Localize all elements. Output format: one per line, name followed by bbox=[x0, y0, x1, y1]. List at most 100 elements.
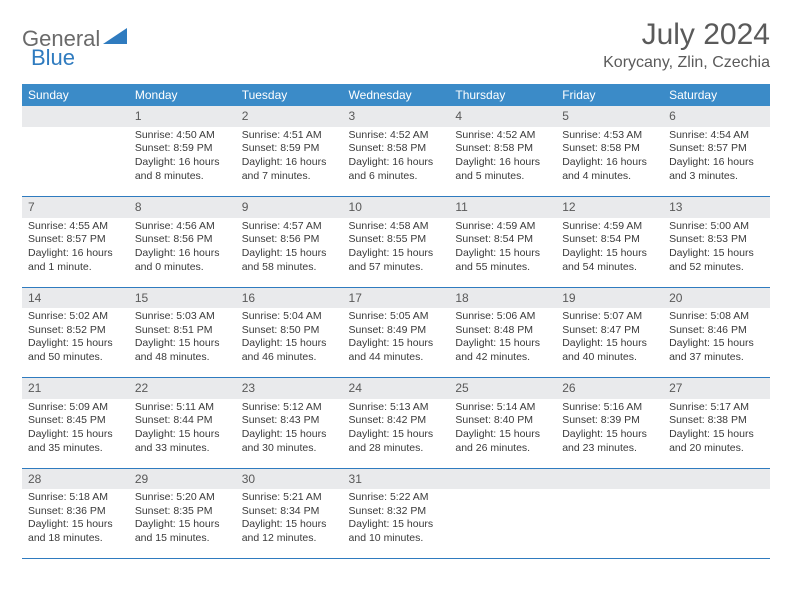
day-number: 11 bbox=[449, 197, 556, 218]
day-number: 3 bbox=[343, 106, 450, 127]
day-info: Sunrise: 4:56 AMSunset: 8:56 PMDaylight:… bbox=[129, 218, 236, 279]
day-header: Friday bbox=[556, 84, 663, 106]
day-info: Sunrise: 5:08 AMSunset: 8:46 PMDaylight:… bbox=[663, 308, 770, 369]
day-cell: 3Sunrise: 4:52 AMSunset: 8:58 PMDaylight… bbox=[343, 106, 450, 196]
calendar-week-row: 7Sunrise: 4:55 AMSunset: 8:57 PMDaylight… bbox=[22, 197, 770, 287]
day-number: 5 bbox=[556, 106, 663, 127]
day-number: 25 bbox=[449, 378, 556, 399]
empty-cell bbox=[556, 468, 663, 558]
day-number: 18 bbox=[449, 288, 556, 309]
day-info: Sunrise: 5:06 AMSunset: 8:48 PMDaylight:… bbox=[449, 308, 556, 369]
day-cell: 30Sunrise: 5:21 AMSunset: 8:34 PMDayligh… bbox=[236, 468, 343, 558]
day-cell: 28Sunrise: 5:18 AMSunset: 8:36 PMDayligh… bbox=[22, 468, 129, 558]
day-info: Sunrise: 4:59 AMSunset: 8:54 PMDaylight:… bbox=[449, 218, 556, 279]
day-header: Sunday bbox=[22, 84, 129, 106]
day-cell: 1Sunrise: 4:50 AMSunset: 8:59 PMDaylight… bbox=[129, 106, 236, 196]
day-number: 22 bbox=[129, 378, 236, 399]
empty-cell bbox=[22, 106, 129, 196]
day-cell: 23Sunrise: 5:12 AMSunset: 8:43 PMDayligh… bbox=[236, 378, 343, 468]
day-info: Sunrise: 5:18 AMSunset: 8:36 PMDaylight:… bbox=[22, 489, 129, 550]
title-block: July 2024 Korycany, Zlin, Czechia bbox=[603, 18, 770, 72]
day-info: Sunrise: 5:17 AMSunset: 8:38 PMDaylight:… bbox=[663, 399, 770, 460]
day-info: Sunrise: 4:55 AMSunset: 8:57 PMDaylight:… bbox=[22, 218, 129, 279]
day-info: Sunrise: 5:21 AMSunset: 8:34 PMDaylight:… bbox=[236, 489, 343, 550]
day-number: 20 bbox=[663, 288, 770, 309]
day-info: Sunrise: 5:14 AMSunset: 8:40 PMDaylight:… bbox=[449, 399, 556, 460]
day-header: Wednesday bbox=[343, 84, 450, 106]
day-info: Sunrise: 5:22 AMSunset: 8:32 PMDaylight:… bbox=[343, 489, 450, 550]
day-cell: 29Sunrise: 5:20 AMSunset: 8:35 PMDayligh… bbox=[129, 468, 236, 558]
day-cell: 19Sunrise: 5:07 AMSunset: 8:47 PMDayligh… bbox=[556, 287, 663, 377]
month-title: July 2024 bbox=[603, 18, 770, 52]
day-number: 31 bbox=[343, 469, 450, 490]
day-cell: 13Sunrise: 5:00 AMSunset: 8:53 PMDayligh… bbox=[663, 197, 770, 287]
day-number: 30 bbox=[236, 469, 343, 490]
calendar-week-row: 28Sunrise: 5:18 AMSunset: 8:36 PMDayligh… bbox=[22, 468, 770, 558]
calendar-body: 1Sunrise: 4:50 AMSunset: 8:59 PMDaylight… bbox=[22, 106, 770, 559]
day-number: 7 bbox=[22, 197, 129, 218]
calendar-table: SundayMondayTuesdayWednesdayThursdayFrid… bbox=[22, 84, 770, 559]
empty-day-number bbox=[449, 469, 556, 490]
day-info: Sunrise: 4:53 AMSunset: 8:58 PMDaylight:… bbox=[556, 127, 663, 188]
logo-text-blue: Blue bbox=[31, 45, 75, 71]
empty-cell bbox=[449, 468, 556, 558]
day-number: 8 bbox=[129, 197, 236, 218]
day-header: Tuesday bbox=[236, 84, 343, 106]
day-number: 12 bbox=[556, 197, 663, 218]
day-number: 27 bbox=[663, 378, 770, 399]
day-header: Saturday bbox=[663, 84, 770, 106]
empty-day-number bbox=[556, 469, 663, 490]
day-info: Sunrise: 5:02 AMSunset: 8:52 PMDaylight:… bbox=[22, 308, 129, 369]
day-cell: 12Sunrise: 4:59 AMSunset: 8:54 PMDayligh… bbox=[556, 197, 663, 287]
week-divider bbox=[22, 558, 770, 559]
day-cell: 26Sunrise: 5:16 AMSunset: 8:39 PMDayligh… bbox=[556, 378, 663, 468]
day-cell: 9Sunrise: 4:57 AMSunset: 8:56 PMDaylight… bbox=[236, 197, 343, 287]
day-info: Sunrise: 4:50 AMSunset: 8:59 PMDaylight:… bbox=[129, 127, 236, 188]
empty-day-number bbox=[663, 469, 770, 490]
day-info: Sunrise: 4:52 AMSunset: 8:58 PMDaylight:… bbox=[343, 127, 450, 188]
day-number: 2 bbox=[236, 106, 343, 127]
day-info: Sunrise: 5:07 AMSunset: 8:47 PMDaylight:… bbox=[556, 308, 663, 369]
day-cell: 21Sunrise: 5:09 AMSunset: 8:45 PMDayligh… bbox=[22, 378, 129, 468]
calendar-header-row: SundayMondayTuesdayWednesdayThursdayFrid… bbox=[22, 84, 770, 106]
day-number: 9 bbox=[236, 197, 343, 218]
day-cell: 22Sunrise: 5:11 AMSunset: 8:44 PMDayligh… bbox=[129, 378, 236, 468]
day-info: Sunrise: 5:13 AMSunset: 8:42 PMDaylight:… bbox=[343, 399, 450, 460]
day-info: Sunrise: 5:05 AMSunset: 8:49 PMDaylight:… bbox=[343, 308, 450, 369]
day-cell: 6Sunrise: 4:54 AMSunset: 8:57 PMDaylight… bbox=[663, 106, 770, 196]
day-header: Monday bbox=[129, 84, 236, 106]
day-number: 4 bbox=[449, 106, 556, 127]
day-info: Sunrise: 4:54 AMSunset: 8:57 PMDaylight:… bbox=[663, 127, 770, 188]
day-cell: 11Sunrise: 4:59 AMSunset: 8:54 PMDayligh… bbox=[449, 197, 556, 287]
day-info: Sunrise: 5:09 AMSunset: 8:45 PMDaylight:… bbox=[22, 399, 129, 460]
day-cell: 7Sunrise: 4:55 AMSunset: 8:57 PMDaylight… bbox=[22, 197, 129, 287]
day-info: Sunrise: 5:00 AMSunset: 8:53 PMDaylight:… bbox=[663, 218, 770, 279]
day-info: Sunrise: 5:16 AMSunset: 8:39 PMDaylight:… bbox=[556, 399, 663, 460]
logo-triangle-icon bbox=[103, 26, 127, 49]
day-cell: 10Sunrise: 4:58 AMSunset: 8:55 PMDayligh… bbox=[343, 197, 450, 287]
day-cell: 15Sunrise: 5:03 AMSunset: 8:51 PMDayligh… bbox=[129, 287, 236, 377]
day-info: Sunrise: 4:59 AMSunset: 8:54 PMDaylight:… bbox=[556, 218, 663, 279]
day-cell: 27Sunrise: 5:17 AMSunset: 8:38 PMDayligh… bbox=[663, 378, 770, 468]
day-cell: 18Sunrise: 5:06 AMSunset: 8:48 PMDayligh… bbox=[449, 287, 556, 377]
day-cell: 8Sunrise: 4:56 AMSunset: 8:56 PMDaylight… bbox=[129, 197, 236, 287]
day-number: 24 bbox=[343, 378, 450, 399]
day-info: Sunrise: 4:51 AMSunset: 8:59 PMDaylight:… bbox=[236, 127, 343, 188]
day-cell: 16Sunrise: 5:04 AMSunset: 8:50 PMDayligh… bbox=[236, 287, 343, 377]
day-number: 28 bbox=[22, 469, 129, 490]
day-info: Sunrise: 5:12 AMSunset: 8:43 PMDaylight:… bbox=[236, 399, 343, 460]
header: General July 2024 Korycany, Zlin, Czechi… bbox=[22, 18, 770, 72]
day-number: 15 bbox=[129, 288, 236, 309]
day-number: 6 bbox=[663, 106, 770, 127]
empty-day-number bbox=[22, 106, 129, 127]
day-info: Sunrise: 4:58 AMSunset: 8:55 PMDaylight:… bbox=[343, 218, 450, 279]
day-number: 26 bbox=[556, 378, 663, 399]
day-cell: 25Sunrise: 5:14 AMSunset: 8:40 PMDayligh… bbox=[449, 378, 556, 468]
day-cell: 17Sunrise: 5:05 AMSunset: 8:49 PMDayligh… bbox=[343, 287, 450, 377]
day-number: 17 bbox=[343, 288, 450, 309]
day-header: Thursday bbox=[449, 84, 556, 106]
day-number: 19 bbox=[556, 288, 663, 309]
location-text: Korycany, Zlin, Czechia bbox=[603, 54, 770, 72]
day-info: Sunrise: 5:04 AMSunset: 8:50 PMDaylight:… bbox=[236, 308, 343, 369]
day-number: 29 bbox=[129, 469, 236, 490]
